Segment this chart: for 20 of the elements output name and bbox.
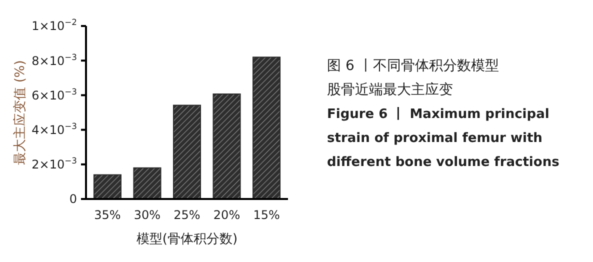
- x-tick-label: 20%: [213, 208, 240, 222]
- y-axis-title: 最大主应变值 (%): [12, 60, 28, 165]
- y-tick-label: 4×10$^{−3}$: [32, 121, 77, 137]
- text: 图 6 丨不同骨体积分数模型股骨近端最大主应变: [327, 58, 499, 98]
- y-tick-label: 6×10$^{−3}$: [32, 86, 77, 102]
- text: Figure 6 丨 Maximum principal strain of proximal femur with different bone volume fractions: [327, 107, 560, 170]
- y-tick-label: 1×10$^{−2}$: [32, 17, 77, 34]
- y-tick-label: 8×10$^{−3}$: [32, 52, 77, 68]
- bar: [93, 174, 122, 200]
- bar: [172, 104, 202, 200]
- bar: [133, 167, 162, 200]
- x-tick-label: 30%: [134, 208, 161, 222]
- bar: [212, 93, 241, 200]
- x-axis-title: 模型(骨体积分数): [136, 232, 238, 247]
- bar: [252, 56, 281, 200]
- x-tick-label: 35%: [94, 208, 121, 222]
- y-tick-label: 2×10$^{−3}$: [32, 156, 77, 172]
- x-tick-label: 15%: [253, 208, 280, 222]
- y-tick-label: 0: [69, 192, 77, 206]
- x-tick-label: 25%: [174, 208, 200, 222]
